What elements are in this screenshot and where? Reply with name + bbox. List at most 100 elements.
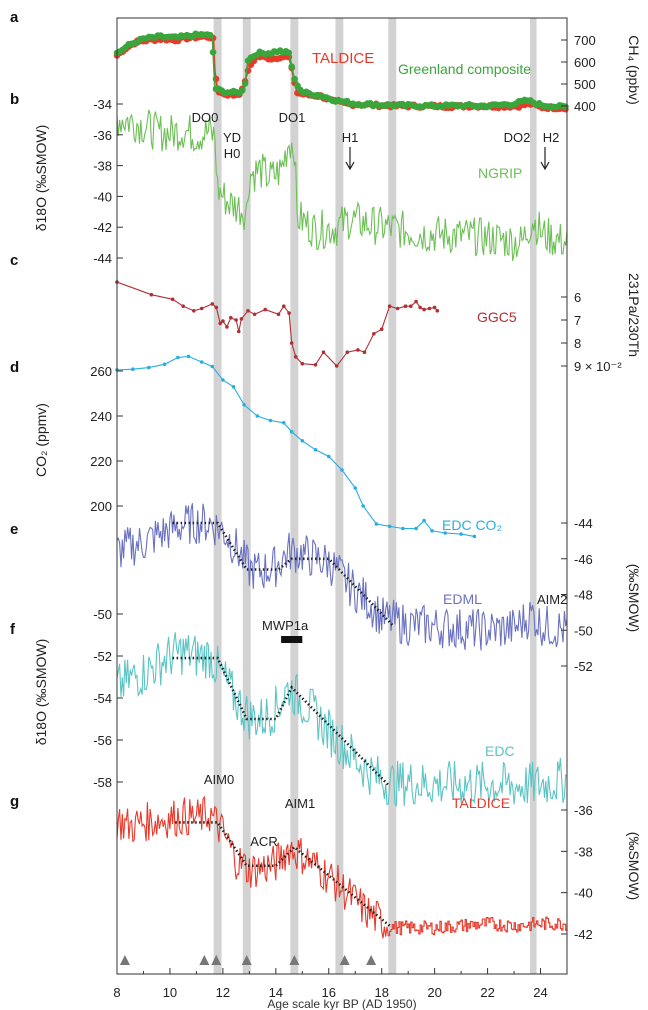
- taldice-axis-title: (‰SMOW): [626, 832, 642, 900]
- series-point-3: [252, 312, 257, 317]
- series-point-1: [285, 49, 293, 57]
- panel-letter-b: b: [10, 91, 19, 108]
- edc-tick-label: -56: [93, 733, 112, 748]
- series-label-ggc5: GGC5: [477, 309, 517, 325]
- event-label-mwp1a: MWP1a: [262, 618, 309, 633]
- panel-letter-c: c: [10, 252, 18, 269]
- series-point-4: [289, 430, 294, 434]
- triangle-marker-0: [119, 955, 130, 965]
- co2-tick-label: 200: [90, 499, 112, 514]
- event-label-yd: YD: [223, 130, 241, 145]
- x-tick-label: 18: [374, 985, 388, 1000]
- series-point-3: [356, 348, 360, 352]
- x-tick-label: 12: [216, 985, 230, 1000]
- ch4-axis-title: CH₄ (ppbv): [626, 35, 642, 105]
- ggc5-tick-label: 6: [574, 290, 581, 305]
- series-point-3: [345, 350, 350, 355]
- event-label-do1: DO1: [279, 110, 306, 125]
- h2-arrow-icon: [540, 147, 550, 171]
- x-tick-label: 16: [322, 985, 336, 1000]
- x-tick-label: 10: [163, 985, 177, 1000]
- series-label-edc: EDC: [485, 743, 515, 759]
- series-point-4: [210, 364, 215, 369]
- series-point-3: [414, 299, 418, 304]
- series-point-3: [387, 304, 392, 309]
- x-tick-label: 20: [427, 985, 441, 1000]
- series-point-3: [432, 305, 437, 310]
- series-line-6: [116, 632, 568, 807]
- taldice-d18o-tick-label: -38: [574, 844, 593, 859]
- plot-frame: [116, 17, 568, 975]
- trend-layer: [172, 521, 394, 927]
- edml-axis-title: (‰SMOW): [626, 564, 642, 632]
- series-point-4: [374, 522, 379, 526]
- gray-band-3: [335, 18, 344, 974]
- triangle-marker-2: [211, 955, 222, 965]
- legend-taldice-ch4: TALDICE: [312, 50, 374, 67]
- series-point-4: [443, 531, 448, 535]
- x-tick-label: 24: [533, 985, 547, 1000]
- triangle-marker-3: [241, 955, 252, 965]
- ggc5-axis-title: 231Pa/230Th: [626, 273, 642, 357]
- event-label-aim2: AIM2: [537, 592, 567, 607]
- h1-arrow-icon: [345, 147, 355, 171]
- series-point-3: [321, 350, 326, 355]
- co2-tick-label: 240: [90, 409, 112, 424]
- edml-tick-label: -46: [574, 552, 593, 567]
- gray-band-0: [213, 18, 222, 974]
- ch4-tick-label: 500: [574, 77, 596, 92]
- series-point-4: [282, 421, 286, 425]
- series-point-3: [403, 304, 408, 309]
- edc-tick-label: -50: [93, 607, 112, 622]
- event-label-do0: DO0: [192, 110, 219, 125]
- series-point-4: [186, 354, 191, 359]
- series-point-4: [353, 486, 358, 490]
- series-label-edml: EDML: [443, 591, 482, 607]
- series-point-4: [430, 529, 434, 533]
- series-point-4: [401, 526, 405, 531]
- series-point-4: [327, 454, 331, 459]
- ngrip-tick-label: -38: [93, 159, 112, 174]
- edc-tick-label: -54: [93, 691, 112, 706]
- series-point-3: [234, 318, 238, 322]
- gray-band-4: [388, 18, 397, 974]
- series-point-3: [418, 305, 422, 310]
- x-axis-title: Age scale kyr BP (AD 1950): [267, 997, 416, 1010]
- gray-bands: [213, 18, 537, 974]
- series-point-3: [334, 364, 339, 368]
- series-label-taldice: TALDICE: [452, 795, 510, 811]
- series-point-3: [170, 297, 175, 302]
- triangle-marker-1: [199, 955, 210, 965]
- series-point-4: [414, 526, 418, 531]
- ch4-tick-label: 400: [574, 99, 596, 114]
- ngrip-tick-label: -44: [93, 251, 112, 266]
- edc-tick-label: -52: [93, 649, 112, 664]
- series-point-4: [255, 414, 260, 418]
- ch4-tick-label: 700: [574, 33, 596, 48]
- series-point-3: [192, 309, 196, 313]
- series-point-3: [287, 311, 291, 315]
- series-point-3: [293, 355, 298, 359]
- series-line-5: [116, 503, 568, 651]
- edml-tick-label: -48: [574, 588, 593, 603]
- event-label-h0: H0: [224, 146, 241, 161]
- series-point-4: [387, 524, 392, 529]
- ggc5-tick-label: 7: [574, 313, 581, 328]
- series-point-4: [361, 504, 366, 508]
- series-point-3: [221, 319, 225, 323]
- series-point-3: [218, 321, 222, 326]
- ngrip-axis-title: δ18O (‰SMOW): [33, 125, 49, 232]
- series-point-4: [300, 439, 305, 443]
- series-point-4: [221, 378, 225, 382]
- series-label-co2: EDC CO₂: [442, 517, 502, 533]
- edml-tick-label: -52: [574, 659, 593, 674]
- panel-letter-a: a: [10, 9, 19, 26]
- series-point-4: [340, 468, 344, 472]
- series-point-3: [276, 312, 281, 317]
- series-point-4: [472, 534, 477, 539]
- series-point-4: [242, 403, 246, 407]
- series-point-3: [409, 304, 413, 309]
- series-point-4: [231, 385, 236, 389]
- series-point-1: [206, 31, 214, 39]
- series-point-3: [300, 361, 305, 366]
